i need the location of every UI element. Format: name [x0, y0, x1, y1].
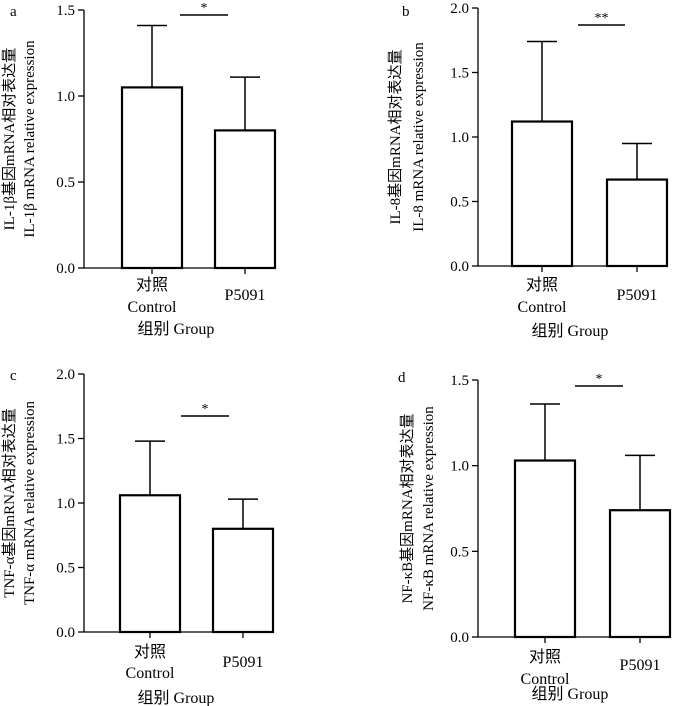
y-tick-label: 1.0 — [450, 130, 469, 146]
y-tick-label: 0.5 — [56, 175, 75, 191]
y-axis-label: NF-κB基因mRNA相对表达量 — [399, 413, 416, 603]
x-tick-label: P5091 — [223, 654, 264, 671]
x-tick-label: P5091 — [620, 657, 661, 674]
x-axis-label: 组别 Group — [138, 320, 215, 338]
y-tick-label: 1.5 — [450, 66, 469, 82]
significance-marker: * — [202, 402, 209, 417]
y-tick-label: 1.0 — [56, 89, 75, 105]
y-tick-label: 1.5 — [450, 373, 469, 389]
y-axis-label: IL-8 mRNA relative expression — [411, 42, 427, 232]
x-axis-label: 组别 Group — [138, 689, 215, 706]
y-tick-label: 0.5 — [450, 544, 469, 560]
y-tick-label: 1.5 — [56, 432, 75, 448]
significance-marker: * — [596, 372, 603, 387]
y-tick-label: 0.5 — [56, 561, 75, 577]
y-tick-label: 0.0 — [450, 259, 469, 275]
x-tick-label: 对照 — [529, 648, 561, 666]
y-axis-label: NF-κB mRNA relative expression — [421, 406, 437, 611]
panel-letter: d — [398, 370, 406, 386]
panel-a: a 0.0 0.5 1.0 1.5 对照 Control P5091 组别 Group * IL-1… — [1, 1, 277, 338]
y-tick-label: 0.0 — [450, 630, 469, 646]
bar — [120, 86, 184, 270]
bar — [211, 527, 275, 634]
x-tick-label: P5091 — [225, 287, 266, 304]
panel-d: d 0.0 0.5 1.0 1.5 对照 Control P5091 组别 Group * NF-κ… — [398, 370, 672, 703]
bar — [513, 459, 577, 639]
bar — [213, 129, 277, 270]
y-axis-label: IL-1β mRNA relative expression — [22, 40, 38, 238]
y-tick-label: 1.0 — [56, 496, 75, 512]
y-tick-label: 1.5 — [56, 3, 75, 19]
y-tick-label: 2.0 — [56, 367, 75, 383]
significance-marker: ** — [595, 11, 609, 26]
bar — [510, 120, 574, 268]
panel-letter: b — [402, 4, 410, 20]
y-tick-label: 1.0 — [450, 459, 469, 475]
y-axis-label: IL-1β基因mRNA相对表达量 — [1, 48, 18, 231]
panel-c: c 0.0 0.5 1.0 1.5 2.0 对照 Control P5091 组别 Group * T… — [1, 367, 275, 706]
x-axis-label: 组别 Group — [532, 685, 609, 703]
y-axis-label: TNF-α基因mRNA相对表达量 — [1, 408, 18, 598]
bar — [118, 494, 182, 634]
panel-b: b 0.0 0.5 1.0 1.5 2.0 对照 Control P5091 组别 Group **… — [387, 1, 669, 340]
y-tick-label: 0.0 — [56, 625, 75, 641]
x-tick-label: 对照 — [526, 276, 558, 294]
x-tick-label: 对照 — [136, 276, 168, 294]
x-tick-label: 对照 — [134, 643, 166, 661]
y-tick-label: 0.5 — [450, 195, 469, 211]
x-tick-label: Control — [126, 665, 175, 682]
x-tick-label: Control — [521, 671, 570, 688]
y-tick-label: 0.0 — [56, 261, 75, 277]
bar — [608, 509, 672, 639]
y-axis-label: IL-8基因mRNA相对表达量 — [387, 50, 404, 225]
significance-marker: * — [201, 1, 208, 16]
x-tick-label: Control — [518, 299, 567, 316]
panel-letter: c — [10, 368, 17, 384]
bar — [605, 178, 669, 268]
x-axis-label: 组别 Group — [532, 322, 609, 340]
panel-letter: a — [10, 4, 17, 20]
y-tick-label: 2.0 — [450, 1, 469, 17]
y-axis-label: TNF-α mRNA relative expression — [22, 400, 38, 605]
x-tick-label: Control — [128, 299, 177, 316]
x-tick-label: P5091 — [617, 287, 658, 304]
